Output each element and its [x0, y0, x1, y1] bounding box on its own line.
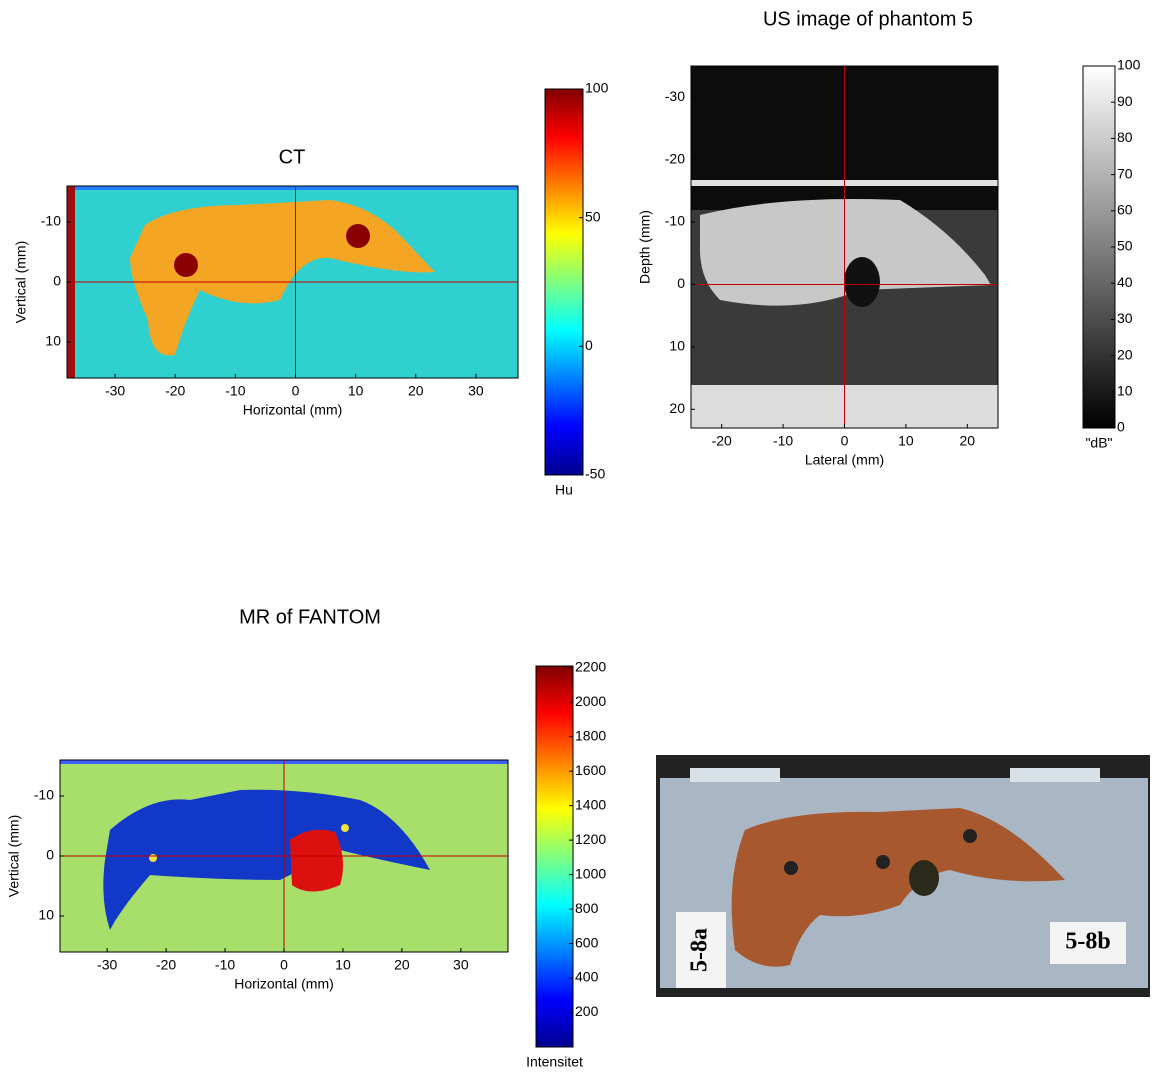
panel-title: CT [279, 146, 306, 168]
y-tick-label: -10 [41, 213, 61, 229]
x-tick-label: 0 [280, 957, 288, 973]
panel-title: MR of FANTOM [239, 606, 381, 628]
x-axis-label: Lateral (mm) [805, 452, 884, 468]
colorbar-tick-label: 30 [1117, 310, 1133, 326]
colorbar-tick-label: 100 [1117, 57, 1141, 73]
y-tick-label: -10 [665, 213, 685, 229]
colorbar-tick-label: 1600 [575, 762, 606, 778]
y-axis-label: Vertical (mm) [13, 241, 29, 323]
x-tick-label: -10 [225, 383, 245, 399]
y-tick-label: -10 [34, 787, 54, 803]
x-tick-label: -20 [712, 433, 732, 449]
x-tick-label: 0 [841, 433, 849, 449]
colorbar-tick-label: 1000 [575, 865, 606, 881]
colorbar-tick-label: 200 [575, 1003, 599, 1019]
photo-label: 5-8b [1065, 929, 1110, 955]
colorbar-tick-label: -50 [585, 466, 605, 482]
y-axis-label: Depth (mm) [637, 210, 653, 284]
x-tick-label: 30 [468, 383, 484, 399]
colorbar-label: Hu [555, 482, 573, 498]
x-tick-label: -20 [156, 957, 176, 973]
x-tick-label: 30 [453, 957, 469, 973]
x-tick-label: -10 [215, 957, 235, 973]
colorbar-tick-label: 1400 [575, 796, 606, 812]
colorbar-label: "dB" [1085, 435, 1112, 451]
colorbar-tick-label: 20 [1117, 346, 1133, 362]
colorbar-tick-label: 40 [1117, 274, 1133, 290]
y-tick-label: 10 [669, 338, 685, 354]
colorbar-tick-label: 80 [1117, 129, 1133, 145]
colorbar-tick-label: 2000 [575, 693, 606, 709]
colorbar-tick-label: 100 [585, 80, 609, 96]
colorbar-tick-label: 1200 [575, 831, 606, 847]
colorbar-tick-label: 70 [1117, 165, 1133, 181]
colorbar-tick-label: 60 [1117, 202, 1133, 218]
colorbar-tick-label: 1800 [575, 727, 606, 743]
mr-colorbar [535, 665, 574, 1048]
x-tick-label: -30 [105, 383, 125, 399]
y-tick-label: -20 [665, 150, 685, 166]
colorbar-tick-label: 90 [1117, 93, 1133, 109]
y-tick-label: 10 [38, 907, 54, 923]
colorbar-label: Intensitet [526, 1054, 583, 1070]
x-tick-label: 20 [960, 433, 976, 449]
x-axis-label: Horizontal (mm) [243, 402, 343, 418]
ct-colorbar [544, 88, 584, 476]
photo: 5-8a 5-8b [656, 755, 1150, 997]
x-tick-label: -10 [773, 433, 793, 449]
colorbar-tick-label: 50 [585, 208, 601, 224]
colorbar-tick-label: 400 [575, 969, 599, 985]
y-tick-label: 0 [53, 273, 61, 289]
y-tick-label: -30 [665, 88, 685, 104]
y-tick-label: 20 [669, 400, 685, 416]
colorbar-tick-label: 50 [1117, 238, 1133, 254]
x-tick-label: 10 [898, 433, 914, 449]
y-tick-label: 0 [677, 275, 685, 291]
colorbar-tick-label: 600 [575, 934, 599, 950]
colorbar-tick-label: 0 [585, 337, 593, 353]
photo-label: 5-8a [687, 928, 713, 972]
y-tick-label: 0 [46, 847, 54, 863]
y-tick-label: 10 [45, 333, 61, 349]
colorbar-tick-label: 10 [1117, 383, 1133, 399]
x-tick-label: 10 [335, 957, 351, 973]
x-tick-label: -20 [165, 383, 185, 399]
us-colorbar [1082, 65, 1116, 429]
x-tick-label: 0 [292, 383, 300, 399]
x-tick-label: 20 [408, 383, 424, 399]
colorbar-tick-label: 0 [1117, 419, 1125, 435]
panel-title: US image of phantom 5 [763, 8, 973, 30]
x-tick-label: 20 [394, 957, 410, 973]
colorbar-tick-label: 2200 [575, 658, 606, 674]
y-axis-label: Vertical (mm) [6, 815, 22, 897]
x-axis-label: Horizontal (mm) [234, 976, 334, 992]
x-tick-label: -30 [97, 957, 117, 973]
colorbar-tick-label: 800 [575, 900, 599, 916]
x-tick-label: 10 [348, 383, 364, 399]
